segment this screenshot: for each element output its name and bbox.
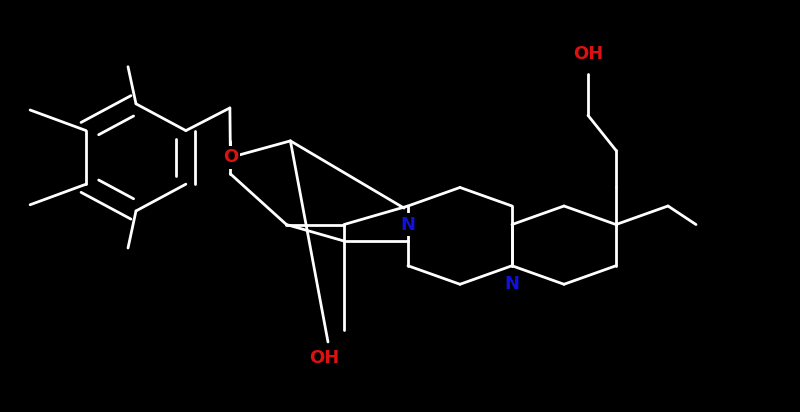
Text: N: N — [401, 215, 415, 234]
Text: O: O — [222, 148, 238, 166]
Text: N: N — [505, 275, 519, 293]
Text: OH: OH — [573, 44, 603, 63]
Text: OH: OH — [309, 349, 339, 368]
